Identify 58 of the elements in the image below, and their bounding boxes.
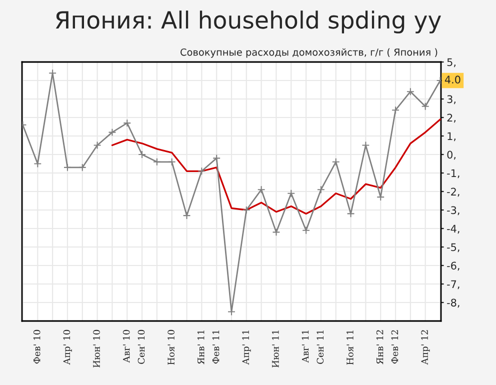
y-tick-label: -2, <box>447 188 460 197</box>
x-tick-label: Ноя' 11 <box>346 330 354 365</box>
x-tick-label: Авг' 10 <box>122 330 130 363</box>
point <box>93 141 102 150</box>
point <box>406 88 414 96</box>
point <box>272 228 280 236</box>
point <box>257 186 266 194</box>
line-series <box>111 118 441 215</box>
y-tick-label: -7, <box>447 280 460 290</box>
text: Совокупные расходы домохозяйств, г/г ( Япония ) <box>180 48 438 58</box>
x-tick-label: Июн' 11 <box>272 330 279 368</box>
point <box>34 160 42 168</box>
point <box>392 106 400 114</box>
x-tick-label: Апр' 10 <box>63 330 72 365</box>
point <box>287 189 296 198</box>
point <box>182 212 191 220</box>
y-tick-label: 2, <box>447 114 456 123</box>
point <box>108 128 116 136</box>
x-tick-label: Апр' 12 <box>421 330 430 365</box>
point <box>302 226 310 234</box>
y-tick-label: 1, <box>448 132 456 142</box>
x-tick-label: Сен' 11 <box>316 330 324 364</box>
y-tick-label: 3, <box>447 95 456 104</box>
y-tick-label: 0, <box>447 150 456 160</box>
y-tick-label: -3, <box>447 206 460 216</box>
point <box>332 158 340 166</box>
data-label: 4.0 <box>444 76 460 84</box>
point <box>152 158 161 166</box>
y-tick-label: -1, <box>447 169 460 178</box>
x-tick-label: Фев' 11 <box>212 330 220 364</box>
point <box>123 119 132 128</box>
point <box>346 210 355 218</box>
y-tick-label: -5, <box>447 243 460 252</box>
x-tick-label: Ноя' 10 <box>168 330 174 365</box>
point <box>362 141 370 150</box>
x-tick-label: Сен' 10 <box>138 330 145 364</box>
y-tick-label: -6, <box>447 262 460 271</box>
y-tick-label: 5, <box>447 58 456 68</box>
point <box>242 206 250 214</box>
x-tick-label: Апр' 11 <box>242 330 251 365</box>
x-tick-label: Янв' 12 <box>376 330 384 364</box>
point <box>376 193 385 202</box>
point <box>212 154 221 162</box>
x-tick-label: Фев' 10 <box>33 330 40 364</box>
x-tick-label: Янв' 11 <box>197 330 204 364</box>
x-tick-label: Фев' 12 <box>391 330 398 364</box>
point <box>63 163 72 172</box>
point <box>138 150 146 158</box>
point <box>168 158 176 166</box>
point <box>316 186 325 194</box>
x-tick-label: Авг' 11 <box>302 330 309 363</box>
point <box>198 167 206 176</box>
x-tick-label: Июн' 10 <box>93 330 100 368</box>
point <box>421 102 430 110</box>
y-tick-label: -8, <box>447 298 460 308</box>
chart-title: Япония: All household spding yy <box>56 10 442 34</box>
y-tick-label: -4, <box>447 224 460 234</box>
point <box>78 163 86 172</box>
